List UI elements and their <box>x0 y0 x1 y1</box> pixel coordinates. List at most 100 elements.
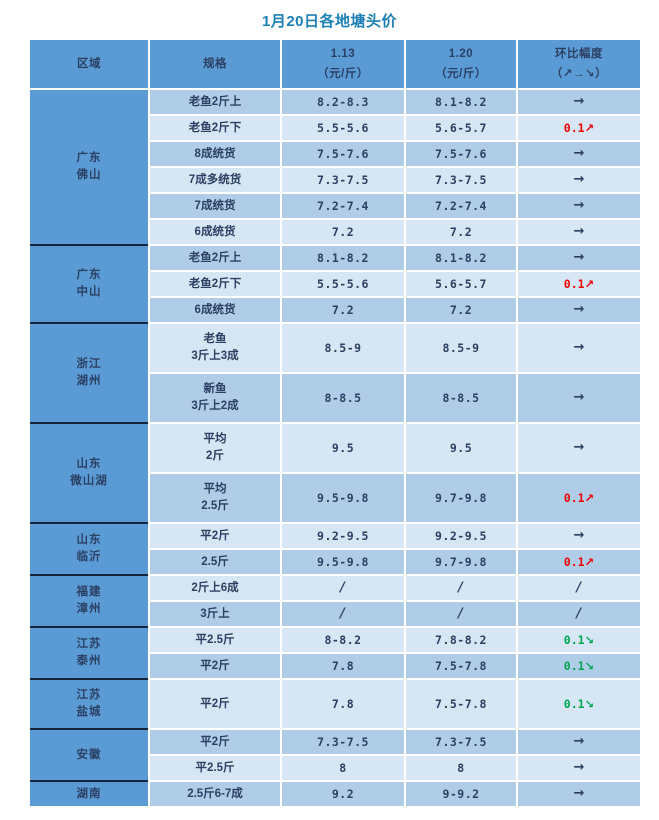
arrow-flat-icon: → <box>573 339 585 355</box>
spec-line: 老鱼2斤下 <box>188 277 242 290</box>
region-line: 山东 <box>76 534 102 547</box>
region-line: 广东 <box>76 269 102 282</box>
spec-cell: 7成多统货 <box>150 168 280 192</box>
arrow-flat-icon: → <box>573 223 585 239</box>
table-row: 平2.5斤 8 8 → <box>30 756 640 780</box>
table-row: 3斤上 / / / <box>30 602 640 626</box>
spec-cell: 平2斤 <box>150 524 280 548</box>
price-0113-cell: 8-8.2 <box>282 628 404 652</box>
table-row: 平均 2.5斤 9.5-9.8 9.7-9.8 0.1↗ <box>30 474 640 522</box>
change-value: 0.1 <box>563 276 585 291</box>
spec-cell: 2.5斤 <box>150 550 280 574</box>
arrow-down-icon: ↘ <box>584 696 595 711</box>
price-0120-cell: 7.2-7.4 <box>406 194 516 218</box>
price-0113-cell: 5.5-5.6 <box>282 116 404 140</box>
region-line: 微山湖 <box>70 475 108 487</box>
region-line: 泰州 <box>76 655 102 667</box>
price-0113-cell: 7.2 <box>282 220 404 244</box>
price-0113-cell: / <box>282 576 404 600</box>
region-cell: 广东 中山 <box>30 244 148 322</box>
arrow-flat-icon: → <box>573 197 585 213</box>
spec-cell: 7成统货 <box>150 194 280 218</box>
price-0113-cell: 9.5-9.8 <box>282 474 404 522</box>
price-0113-cell: 9.5-9.8 <box>282 550 404 574</box>
change-value: 0.1 <box>563 658 585 673</box>
spec-cell: 平2斤 <box>150 654 280 678</box>
region-line: 浙江 <box>76 358 102 371</box>
spec-cell: 6成统货 <box>150 298 280 322</box>
region-line: 临沂 <box>76 551 102 563</box>
arrow-down-icon: ↘ <box>584 632 595 647</box>
header-row: 区域 规格 1.13 （元/斤） 1.20 （元/斤） 环比幅度 （↗→↘） <box>30 40 640 88</box>
table-row: 浙江 湖州 老鱼 3斤上3成 8.5-9 8.5-9 → <box>30 322 640 422</box>
table-row: 山东 微山湖 平均 2斤 9.5 9.5 → <box>30 422 640 522</box>
spec-line: 平2斤 <box>200 659 230 672</box>
change-cell: / <box>518 602 640 626</box>
price-0120-cell: 5.6-5.7 <box>406 116 516 140</box>
price-0120-cell: 7.5-7.8 <box>406 680 516 728</box>
arrow-up-icon: ↗ <box>584 120 595 135</box>
change-value: 0.1 <box>563 490 585 505</box>
table-row: 江苏 盐城 平2斤 7.8 7.5-7.8 0.1↘ <box>30 678 640 728</box>
spec-cell: 6成统货 <box>150 220 280 244</box>
price-0120-cell: 9.7-9.8 <box>406 474 516 522</box>
price-0113-cell: 8 <box>282 756 404 780</box>
price-0113-cell: 9.2 <box>282 782 404 806</box>
table-row: 老鱼2斤下 5.5-5.6 5.6-5.7 0.1↗ <box>30 272 640 296</box>
region-cell: 广东 佛山 <box>30 90 148 244</box>
change-cell: → <box>518 246 640 270</box>
change-cell: → <box>518 374 640 422</box>
change-value: 0.1 <box>563 554 585 569</box>
spec-line: 2.5斤 <box>201 555 229 568</box>
price-0120-cell: 8-8.5 <box>406 374 516 422</box>
spec-line: 老鱼2斤上 <box>188 251 242 264</box>
spec-cell: 2斤上6成 <box>150 576 280 600</box>
price-0113-cell: 8.5-9 <box>282 324 404 372</box>
header-spec: 规格 <box>150 40 280 88</box>
change-cell: 0.1↗ <box>518 116 640 140</box>
spec-cell: 平2斤 <box>150 680 280 728</box>
arrow-up-icon: ↗ <box>584 554 595 569</box>
spec-line: 2斤上6成 <box>191 581 239 594</box>
table-row: 福建 漳州 2斤上6成 / / / <box>30 574 640 626</box>
arrow-flat-icon: → <box>573 249 585 265</box>
price-0120-cell: 7.2 <box>406 220 516 244</box>
change-cell: 0.1↗ <box>518 474 640 522</box>
spec-line: 6成统货 <box>194 303 236 316</box>
spec-cell: 老鱼2斤下 <box>150 116 280 140</box>
price-0120-cell: / <box>406 602 516 626</box>
spec-line: 3斤上 <box>200 607 230 620</box>
price-0120-cell: 8.5-9 <box>406 324 516 372</box>
spec-line: 平2.5斤 <box>195 761 235 774</box>
no-data-mark: / <box>575 605 583 621</box>
region-line: 漳州 <box>76 603 102 615</box>
spec-line: 7成多统货 <box>188 173 242 186</box>
price-0120-cell: 7.8-8.2 <box>406 628 516 652</box>
region-line: 中山 <box>76 286 102 298</box>
change-cell: → <box>518 220 640 244</box>
table-row: 老鱼2斤下 5.5-5.6 5.6-5.7 0.1↗ <box>30 116 640 140</box>
spec-line: 平2斤 <box>200 735 230 748</box>
header-price-0113-unit: （元/斤） <box>317 67 369 80</box>
table-row: 平2斤 7.8 7.5-7.8 0.1↘ <box>30 654 640 678</box>
change-cell: → <box>518 730 640 754</box>
price-0113-cell: 7.5-7.6 <box>282 142 404 166</box>
table-row: 山东 临沂 平2斤 9.2-9.5 9.2-9.5 → <box>30 522 640 574</box>
spec-cell: 老鱼2斤上 <box>150 90 280 114</box>
header-price-0120-date: 1.20 <box>448 47 474 60</box>
change-cell: 0.1↗ <box>518 550 640 574</box>
region-line: 盐城 <box>76 706 102 718</box>
price-0120-cell: 8.1-8.2 <box>406 246 516 270</box>
price-0120-cell: 7.3-7.5 <box>406 168 516 192</box>
spec-line: 8成统货 <box>194 147 236 160</box>
no-data-mark: / <box>338 605 348 621</box>
table-row: 新鱼 3斤上2成 8-8.5 8-8.5 → <box>30 374 640 422</box>
table-row: 2.5斤 9.5-9.8 9.7-9.8 0.1↗ <box>30 550 640 574</box>
region-cell: 山东 临沂 <box>30 522 148 574</box>
arrow-flat-icon: → <box>573 439 585 455</box>
spec-line: 老鱼2斤下 <box>188 121 242 134</box>
change-cell: → <box>518 168 640 192</box>
spec-line: 平均 <box>203 433 227 446</box>
page-title: 1月20日各地塘头价 <box>261 13 398 30</box>
